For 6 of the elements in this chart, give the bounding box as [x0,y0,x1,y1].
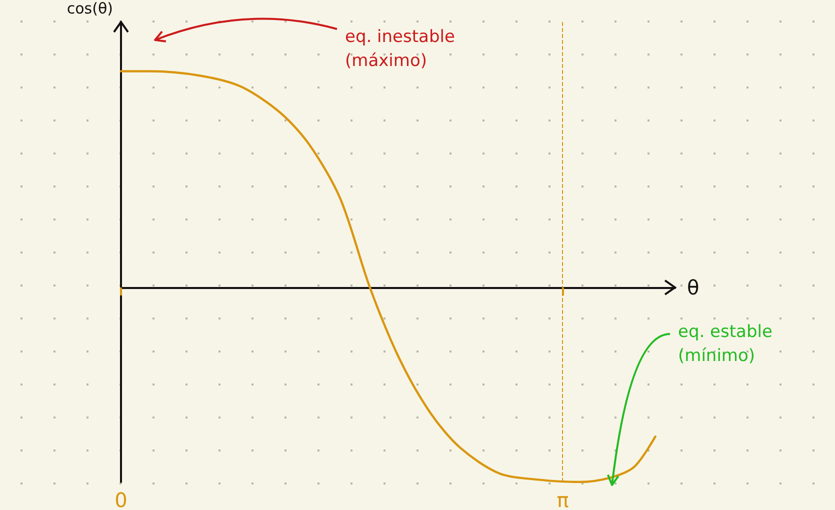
text: eq. estable (mínimo) [678,322,772,366]
x-tick-label: π [556,488,569,510]
y-axis-title: cos(θ) [66,0,113,18]
x-axis-title: θ [687,275,700,300]
text: eq. inestable (máximo) [345,27,455,71]
x-tick-label: 0 [114,488,128,510]
